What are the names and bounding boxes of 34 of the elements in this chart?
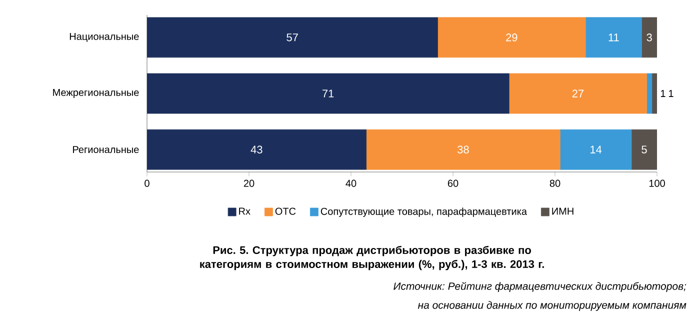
x-tick-label: 60 bbox=[448, 180, 458, 187]
bar bbox=[560, 129, 632, 170]
y-tick-label: Межрегиональные bbox=[53, 89, 139, 98]
bar bbox=[438, 17, 586, 58]
data-label: 11 bbox=[608, 34, 619, 42]
x-tick-label: 100 bbox=[649, 180, 665, 187]
bar bbox=[366, 129, 560, 170]
x-tick-label: 40 bbox=[346, 180, 356, 187]
data-label: 43 bbox=[250, 146, 262, 154]
bar bbox=[646, 73, 652, 114]
y-tick-label: Национальные bbox=[70, 32, 139, 42]
data-label: 27 bbox=[572, 90, 584, 98]
data-label: 1 bbox=[668, 90, 674, 97]
legend-label: Rx bbox=[239, 208, 250, 215]
data-label: 57 bbox=[286, 34, 298, 42]
data-label: 5 bbox=[642, 146, 647, 154]
legend-label: Сопутствующие товары, парафармацевтика bbox=[320, 208, 527, 217]
data-label: 3 bbox=[646, 34, 652, 42]
bar bbox=[585, 17, 642, 58]
data-label: 29 bbox=[506, 34, 518, 42]
data-label: 14 bbox=[590, 146, 602, 154]
text: Рис. 5. Структура продаж дистрибьюторов в разбивке по категориям в стоимостном выражении (%, руб.), 1-3 кв. 2013 г. bbox=[200, 246, 544, 270]
x-tick-label: 20 bbox=[244, 180, 254, 187]
bar bbox=[508, 73, 648, 114]
data-label: 1 bbox=[660, 90, 666, 97]
text: Источник: Рейтинг фармацевтических дистрибьюторов; bbox=[394, 282, 686, 292]
y-tick-label: Региональные bbox=[73, 146, 139, 154]
x-tick-label: 80 bbox=[550, 180, 560, 187]
data-label: 38 bbox=[458, 146, 469, 154]
data-label: 71 bbox=[322, 90, 334, 98]
text: на основании данных по мониторируемым компаниям bbox=[418, 301, 686, 311]
x-tick-label: 0 bbox=[144, 180, 150, 187]
legend-label: ИМН bbox=[552, 208, 574, 215]
legend-label: OTC bbox=[275, 208, 296, 215]
